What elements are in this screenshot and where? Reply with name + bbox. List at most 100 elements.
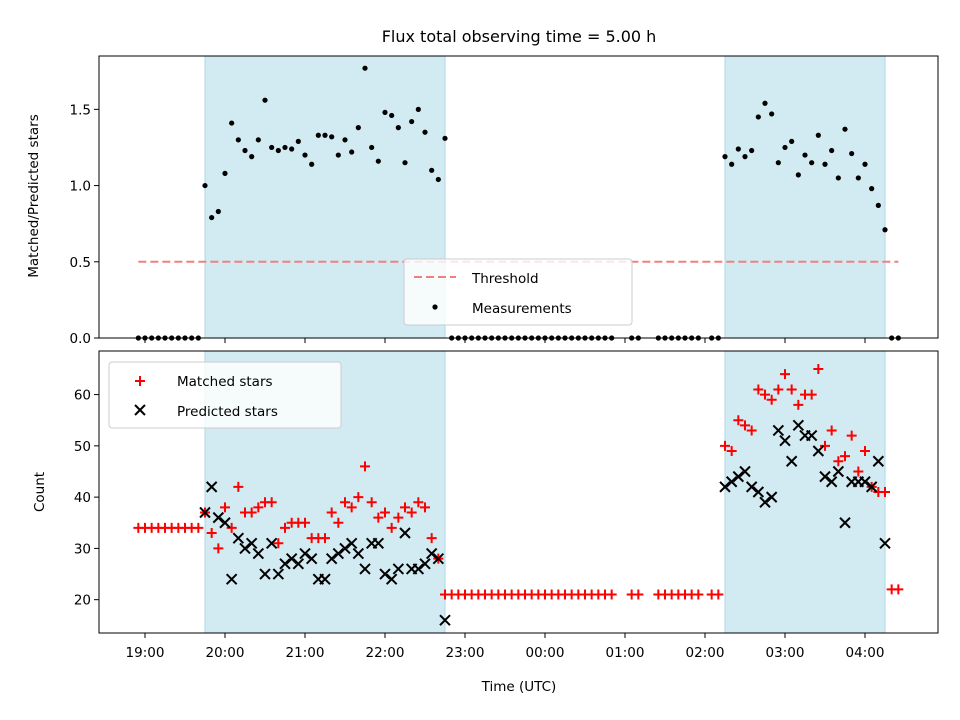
- measurement-point: [202, 182, 208, 189]
- predicted-stars-point: [239, 542, 251, 555]
- matched-stars-point: [606, 589, 617, 600]
- x-tick-label: 02:00: [686, 645, 725, 661]
- matched-stars-point: [833, 456, 844, 467]
- matched-stars-point: [406, 507, 417, 518]
- measurement-point: [742, 154, 748, 160]
- matched-stars-point: [720, 440, 730, 451]
- predicted-stars-point: [299, 547, 311, 560]
- measurement-point: [329, 134, 335, 140]
- matched-stars-point: [413, 497, 424, 508]
- measurement-point: [242, 147, 248, 154]
- measurement-point: [875, 202, 881, 208]
- measurement-point: [269, 144, 275, 151]
- measurement-point: [355, 125, 361, 131]
- measurement-point: [282, 144, 288, 151]
- predicted-stars-point: [872, 455, 885, 467]
- matched-stars-point: [213, 543, 224, 554]
- measurement-point: [349, 149, 355, 155]
- matched-stars-point: [633, 589, 644, 600]
- matched-stars-point: [300, 517, 310, 528]
- measurement-point: [769, 111, 775, 117]
- predicted-stars-point: [265, 537, 278, 549]
- x-tick-label: 01:00: [606, 645, 645, 661]
- measurement-point: [309, 161, 315, 167]
- count-y-axis-label: Count: [32, 472, 48, 512]
- measurement-point: [375, 158, 381, 164]
- matched-stars-point: [853, 466, 864, 477]
- matched-stars-point: [380, 507, 390, 518]
- measurement-point: [882, 227, 888, 233]
- predicted-stars-point: [839, 517, 851, 529]
- matched-stars-point: [266, 497, 277, 508]
- predicted-stars-point: [332, 547, 345, 560]
- predicted-stars-point: [732, 470, 745, 483]
- matched-stars-point: [753, 384, 764, 395]
- predicted-stars-point: [439, 614, 451, 626]
- measurement-point: [809, 160, 815, 166]
- matched-stars-point: [320, 533, 330, 544]
- matched-stars-point: [420, 502, 430, 513]
- count-axes-frame: [98, 350, 939, 634]
- predicted-stars-point: [325, 552, 338, 565]
- predicted-stars-point: [865, 481, 878, 493]
- matched-stars-point: [346, 502, 357, 513]
- count-y-tick-label: 20: [74, 593, 91, 609]
- predicted-stars-point: [812, 445, 825, 457]
- predicted-stars-point: [819, 470, 831, 483]
- ratio-axes-frame: [98, 55, 939, 339]
- measurement-point: [275, 147, 281, 154]
- legend-measurements-label: Measurements: [472, 301, 572, 317]
- matched-stars-point: [820, 440, 830, 451]
- count-panel: 20 30 40 50 60 19:00 20:00 21:00 22:00 23:00 00:00…: [74, 350, 939, 661]
- predicted-stars-point: [772, 424, 785, 437]
- measurement-point: [315, 132, 321, 138]
- measurement-point: [775, 160, 781, 166]
- measurement-point: [762, 100, 768, 106]
- chart-title: Flux total observing time = 5.00 h: [382, 27, 657, 46]
- measurement-point: [755, 114, 761, 120]
- measurement-point: [815, 132, 821, 138]
- measurement-point: [802, 152, 808, 158]
- predicted-stars-point: [805, 429, 818, 442]
- matched-stars-point: [233, 481, 244, 492]
- measurement-point: [835, 175, 841, 181]
- measurement-point: [342, 137, 348, 143]
- predicted-stars-point: [245, 537, 258, 549]
- measurement-point: [822, 161, 828, 167]
- measurement-point: [435, 176, 441, 183]
- x-tick-label: 00:00: [526, 645, 565, 661]
- matched-stars-point: [273, 538, 284, 549]
- count-y-tick-label: 30: [74, 541, 91, 557]
- ratio-y-tick-label: 1.5: [70, 102, 91, 118]
- predicted-stars-point: [432, 552, 445, 565]
- predicted-stars-point: [379, 568, 391, 580]
- predicted-stars-point: [305, 552, 318, 565]
- predicted-stars-point: [352, 547, 365, 560]
- measurement-point: [322, 132, 328, 138]
- legend-predicted-swatch: [134, 404, 146, 416]
- legend-threshold-label: Threshold: [471, 271, 539, 287]
- predicted-stars-point: [232, 532, 245, 544]
- ratio-shaded-interval: [724, 55, 886, 339]
- measurement-point: [749, 147, 755, 154]
- matched-stars-point: [893, 584, 904, 595]
- matched-stars-point: [693, 589, 704, 600]
- predicted-stars-point: [752, 486, 765, 498]
- predicted-stars-point: [859, 476, 871, 488]
- count-y-tick-label: 60: [74, 388, 91, 404]
- measurement-point: [229, 120, 235, 126]
- measurement-point: [729, 161, 735, 167]
- ratio-legend: Threshold Measurements: [403, 258, 633, 326]
- measurement-point: [409, 118, 415, 125]
- legend-box: [403, 258, 633, 326]
- predicted-stars-point: [345, 537, 358, 549]
- measurement-point: [382, 109, 388, 115]
- matched-stars-point: [253, 502, 264, 513]
- matched-stars-point: [393, 512, 404, 523]
- measurement-point: [362, 65, 368, 71]
- predicted-stars-point: [212, 511, 225, 524]
- matched-stars-point: [806, 389, 817, 400]
- measurement-point: [302, 152, 308, 158]
- matched-stars-point: [226, 522, 237, 533]
